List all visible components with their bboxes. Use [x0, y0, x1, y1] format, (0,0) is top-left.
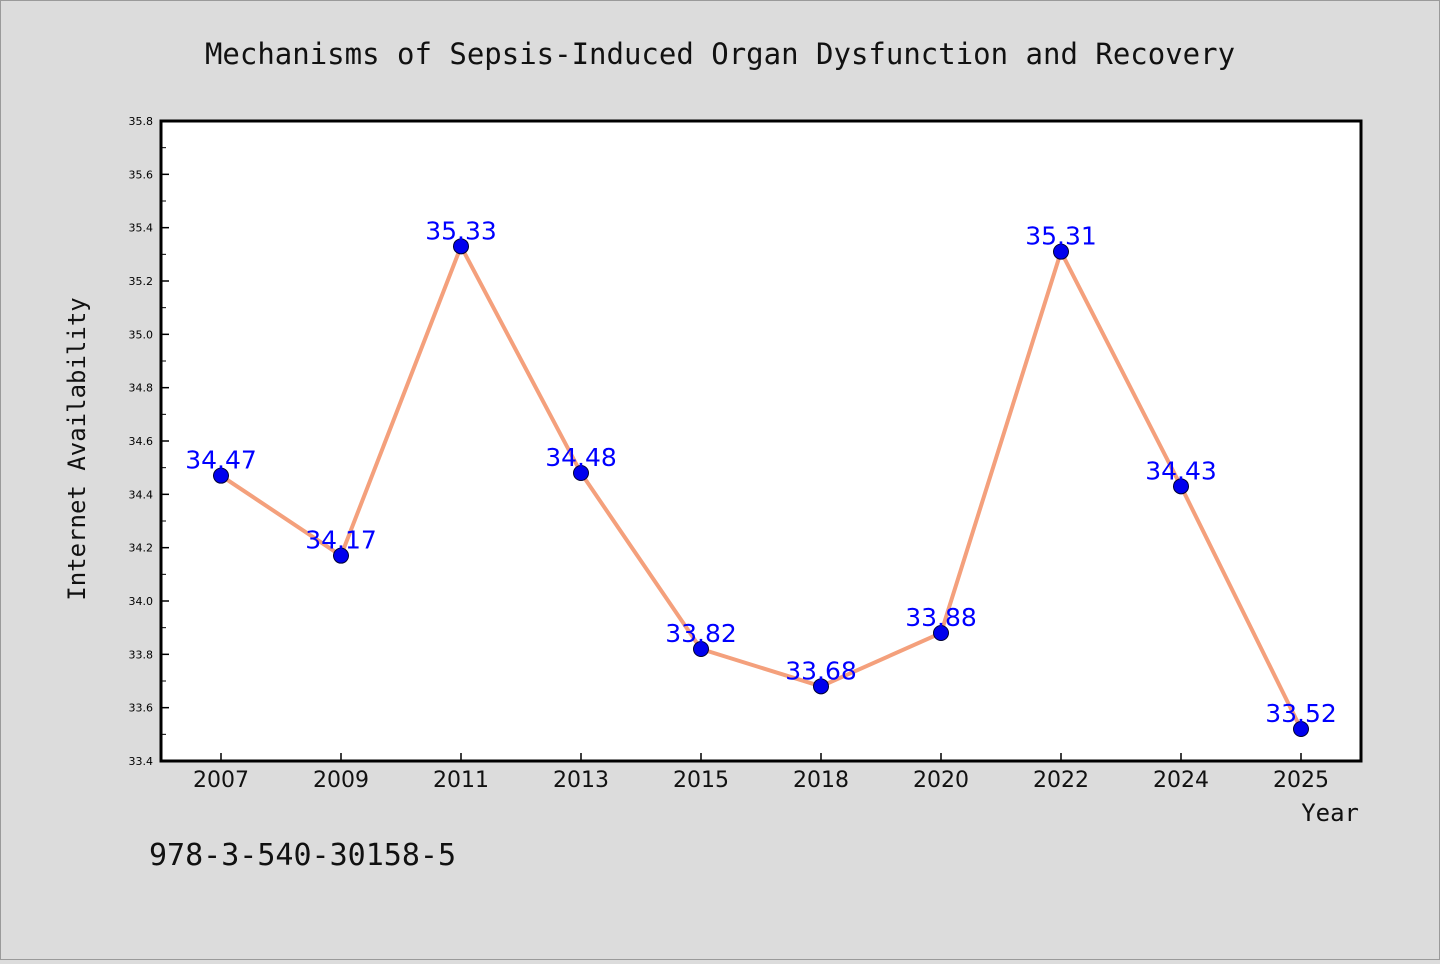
x-tick-label: 2007 [193, 768, 249, 793]
x-tick-label: 2024 [1153, 768, 1209, 793]
series-polyline [219, 244, 1303, 730]
y-tick-label: 34.6 [129, 435, 154, 448]
y-tick-label: 34.8 [129, 382, 154, 395]
data-point-marker [333, 547, 349, 564]
data-label: 35.33 [425, 216, 497, 245]
x-tick-label: 2009 [313, 768, 369, 793]
y-tick-label: 34.4 [129, 488, 154, 501]
x-tick-label: 2018 [793, 768, 849, 793]
y-tick-label: 35.8 [129, 115, 154, 128]
x-tick-label: 2022 [1033, 768, 1089, 793]
y-tick-label: 33.6 [129, 702, 154, 715]
data-point-marker [1293, 721, 1309, 737]
footer-text: 978-3-540-30158-5 [149, 838, 456, 873]
data-point-marker [693, 641, 709, 657]
data-label: 34.47 [185, 446, 257, 475]
data-point-marker [213, 467, 229, 484]
data-label: 33.52 [1265, 699, 1337, 728]
y-tick-label: 35.4 [129, 222, 154, 235]
plot-area [159, 119, 1363, 763]
y-tick-label: 35.6 [129, 168, 154, 181]
x-tick-label: 2025 [1273, 768, 1329, 793]
y-tick-label: 34.2 [129, 542, 154, 555]
data-label: 34.48 [545, 443, 617, 472]
data-point-marker [573, 465, 589, 481]
x-axis-label: Year [1301, 799, 1359, 827]
chart-title: Mechanisms of Sepsis-Induced Organ Dysfu… [205, 37, 1235, 71]
y-tick-label: 33.8 [129, 648, 154, 661]
data-label: 33.82 [665, 619, 737, 648]
y-axis: 33.4 33.6 33.8 34.0 34.2 34.4 34.6 34.8 35.0 35.2… [129, 115, 169, 768]
data-labels: 34.47 34.17 35.33 34.48 33.82 33.68 33.88 35.31… [185, 216, 1337, 728]
data-point-marker [1053, 243, 1069, 260]
x-tick-label: 2020 [913, 768, 969, 793]
data-label: 35.31 [1025, 222, 1097, 251]
x-tick-label: 2011 [433, 768, 489, 793]
data-point-marker [453, 238, 469, 255]
data-label: 33.68 [785, 656, 857, 685]
data-point-marker [933, 625, 949, 641]
data-label: 34.43 [1145, 456, 1217, 485]
y-tick-label: 35.0 [129, 328, 154, 341]
y-tick-label: 35.2 [129, 275, 154, 288]
x-tick-label: 2015 [673, 768, 729, 793]
x-axis: 2007 2009 2011 2013 2015 2018 2020 2022 2024 2025 [193, 753, 1329, 793]
data-point-marker [1173, 478, 1189, 495]
data-label: 33.88 [905, 603, 977, 632]
x-tick-label: 2013 [553, 768, 609, 793]
data-label: 34.17 [305, 526, 377, 555]
y-tick-label: 34.0 [129, 595, 154, 608]
y-tick-label: 33.4 [129, 755, 154, 768]
y-axis-label: Internet Availability [63, 297, 91, 600]
data-point-marker [813, 678, 829, 695]
series-line [213, 238, 1309, 737]
